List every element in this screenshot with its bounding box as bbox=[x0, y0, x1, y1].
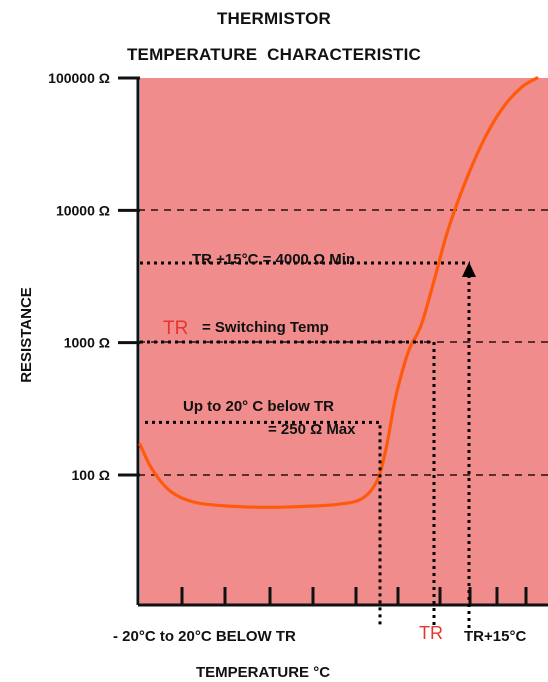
resistance-curve bbox=[138, 76, 539, 509]
x-label-tr: TR bbox=[419, 623, 443, 643]
switching-temp-tr: TR bbox=[163, 318, 188, 339]
y-tick-label: 100000 Ω bbox=[48, 70, 110, 86]
y-tick-label: 1000 Ω bbox=[64, 335, 110, 351]
y-axis-title: RESISTANCE bbox=[18, 287, 35, 383]
x-axis-title: TEMPERATURE °C bbox=[196, 664, 330, 681]
y-tick-label: 100 Ω bbox=[72, 467, 110, 483]
max-resistance-annotation-line1: Up to 20° C below TR bbox=[183, 398, 334, 415]
max-250-reference-line bbox=[145, 420, 382, 628]
y-tick-label: 10000 Ω bbox=[56, 202, 110, 218]
arrow-head bbox=[462, 261, 476, 277]
min-resistance-annotation: TR +15°C = 4000 Ω Min bbox=[192, 251, 355, 268]
x-label-range: - 20°C to 20°C BELOW TR bbox=[113, 628, 296, 645]
tr-reference-line bbox=[140, 340, 436, 628]
x-label-tr-plus-15: TR+15°C bbox=[464, 628, 526, 645]
chart-title-line2: TEMPERATURE CHARACTERISTIC bbox=[126, 45, 422, 64]
switching-temp-annotation: = Switching Temp bbox=[202, 319, 329, 336]
max-resistance-annotation-line2: = 250 Ω Max bbox=[268, 421, 356, 438]
chart-title-line1: THERMISTOR bbox=[216, 9, 332, 28]
